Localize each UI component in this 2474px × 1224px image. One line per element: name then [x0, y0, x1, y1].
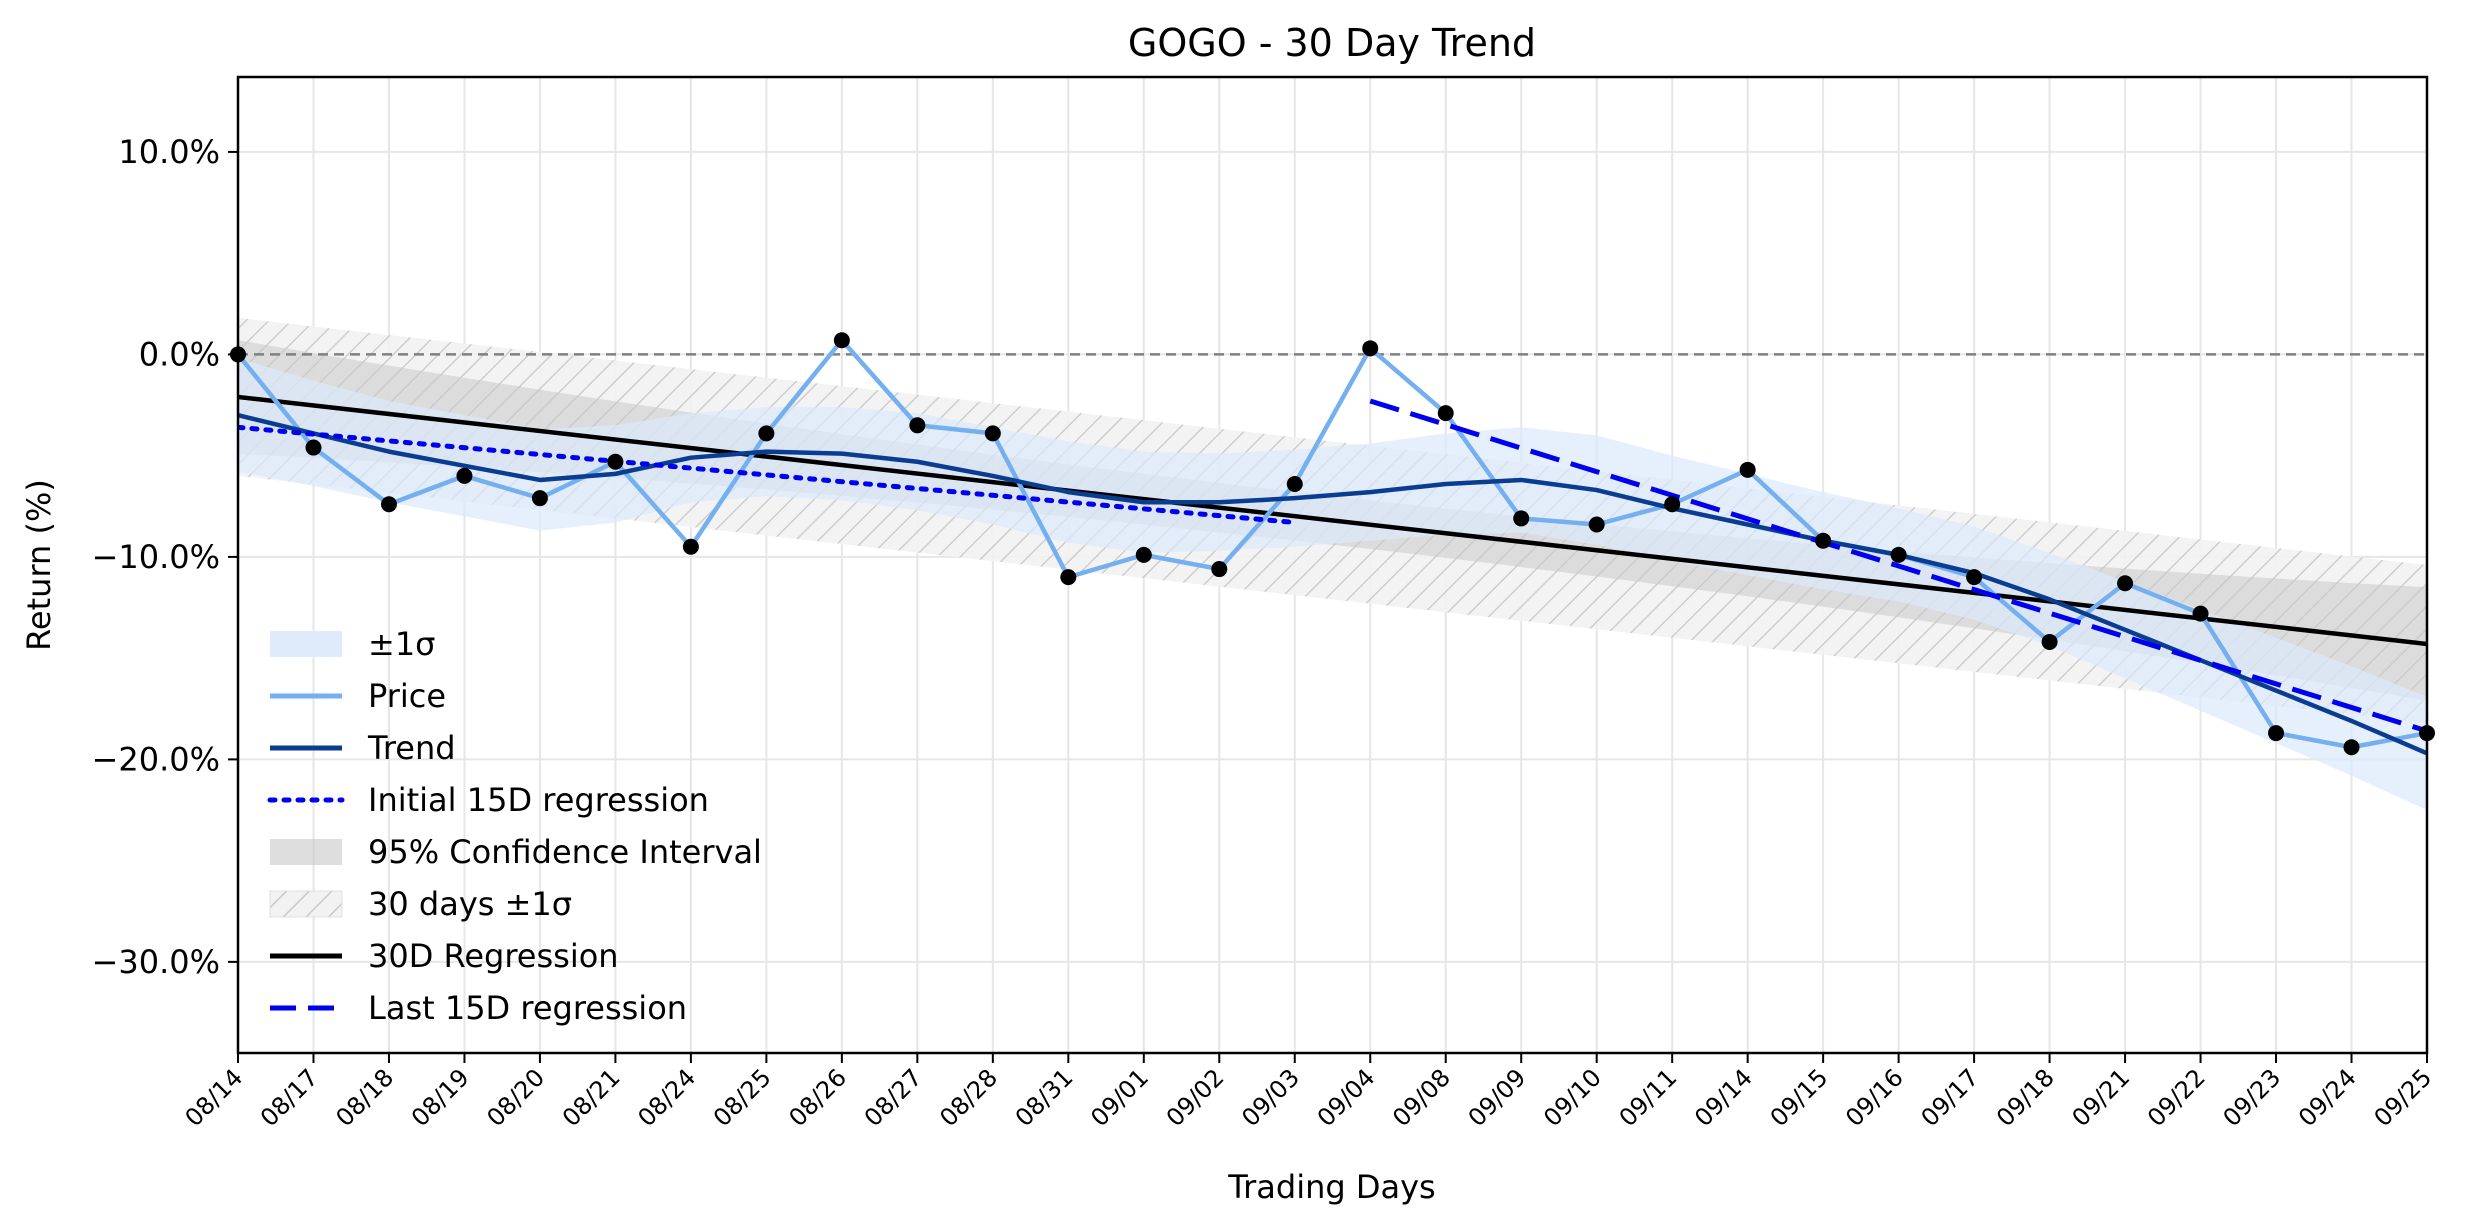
y-tick-label: −30.0%: [92, 943, 220, 981]
x-tick-label: 09/15: [1765, 1063, 1834, 1132]
price-point: [984, 425, 1001, 442]
x-tick-label: 09/17: [1916, 1063, 1985, 1132]
price-point: [1966, 569, 1983, 586]
price-point: [1211, 561, 1228, 578]
price-point: [1286, 476, 1303, 493]
price-point: [1362, 340, 1379, 357]
price-point: [1890, 546, 1907, 563]
chart-title: GOGO - 30 Day Trend: [1128, 21, 1536, 65]
x-tick-label: 09/25: [2369, 1063, 2438, 1132]
legend-swatch: [270, 631, 342, 657]
price-point: [1664, 496, 1681, 513]
x-tick-label: 08/31: [1010, 1063, 1079, 1132]
price-point: [2117, 575, 2134, 592]
price-point: [2343, 739, 2360, 756]
price-point: [456, 467, 473, 484]
x-tick-label: 09/18: [1991, 1063, 2060, 1132]
x-tick-label: 08/19: [406, 1063, 475, 1132]
x-tick-label: 08/24: [632, 1063, 701, 1132]
x-tick-label: 09/01: [1085, 1063, 1154, 1132]
legend-label: 30D Regression: [368, 937, 619, 975]
y-axis-label: Return (%): [20, 479, 58, 651]
legend: ±1σ Price Trend Initial 15D regression 95% C…: [267, 625, 762, 1027]
price-point: [1815, 532, 1832, 549]
legend-label: Price: [368, 677, 446, 715]
price-point: [682, 538, 699, 555]
price-point: [2041, 633, 2058, 650]
x-tick-label: 09/24: [2293, 1063, 2362, 1132]
series-price: [238, 337, 2427, 750]
price-point: [909, 417, 926, 434]
price-point: [1739, 461, 1756, 478]
x-tick-label: 08/28: [934, 1063, 1003, 1132]
x-tick-label: 08/21: [557, 1063, 626, 1132]
price-point: [305, 439, 322, 456]
price-point: [833, 332, 850, 349]
x-tick-label: 09/03: [1236, 1063, 1305, 1132]
x-tick-label: 08/14: [180, 1063, 249, 1132]
x-tick-label: 09/02: [1161, 1063, 1230, 1132]
price-point: [1437, 405, 1454, 422]
x-tick-label: 09/11: [1614, 1063, 1683, 1132]
price-point: [758, 425, 775, 442]
price-point: [607, 453, 624, 470]
x-tick-label: 09/21: [2067, 1063, 2136, 1132]
y-tick-label: 10.0%: [118, 133, 220, 171]
price-point: [1135, 546, 1152, 563]
bands: [238, 317, 2427, 811]
x-tick-label: 09/09: [1463, 1063, 1532, 1132]
legend-label: 30 days ±1σ: [368, 885, 572, 923]
price-point: [2192, 605, 2209, 622]
price-point: [1060, 569, 1077, 586]
series-last-15d-regression: [1369, 398, 2427, 734]
x-tick-label: 08/18: [330, 1063, 399, 1132]
x-axis-label: Trading Days: [1227, 1168, 1435, 1206]
legend-label: Initial 15D regression: [368, 781, 709, 819]
x-tick-label: 09/23: [2218, 1063, 2287, 1132]
y-tick-label: −10.0%: [92, 538, 220, 576]
legend-label: Trend: [367, 729, 456, 767]
x-tick-label: 09/14: [1689, 1063, 1758, 1132]
price-point: [1513, 510, 1530, 527]
x-tick-label: 08/25: [708, 1063, 777, 1132]
series-initial-15d-regression: [238, 424, 1298, 525]
x-tick-label: 08/26: [783, 1063, 852, 1132]
legend-label: 95% Confidence Interval: [368, 833, 762, 871]
band-sigma: [238, 358, 2427, 811]
data-points: [230, 332, 2435, 756]
x-tick-label: 08/17: [255, 1063, 324, 1132]
price-point: [2268, 725, 2285, 742]
series-lines: [238, 337, 2427, 756]
x-tick-label: 09/16: [1840, 1063, 1909, 1132]
legend-label: ±1σ: [368, 625, 435, 663]
x-tick-label: 09/04: [1312, 1063, 1381, 1132]
price-point: [380, 496, 397, 513]
x-tick-label: 09/10: [1538, 1063, 1607, 1132]
price-point: [1588, 516, 1605, 533]
series-trend: [238, 412, 2427, 756]
y-tick-label: −20.0%: [92, 740, 220, 778]
legend-swatch: [269, 890, 343, 918]
price-point: [531, 490, 548, 507]
x-tick-label: 09/08: [1387, 1063, 1456, 1132]
x-tick-label: 09/22: [2142, 1063, 2211, 1132]
legend-swatch: [270, 839, 342, 865]
plot-frame: [236, 75, 2429, 1055]
x-tick-label: 08/27: [859, 1063, 928, 1132]
legend-label: Last 15D regression: [368, 989, 687, 1027]
x-tick-label: 08/20: [481, 1063, 550, 1132]
y-tick-label: 0.0%: [139, 335, 220, 373]
